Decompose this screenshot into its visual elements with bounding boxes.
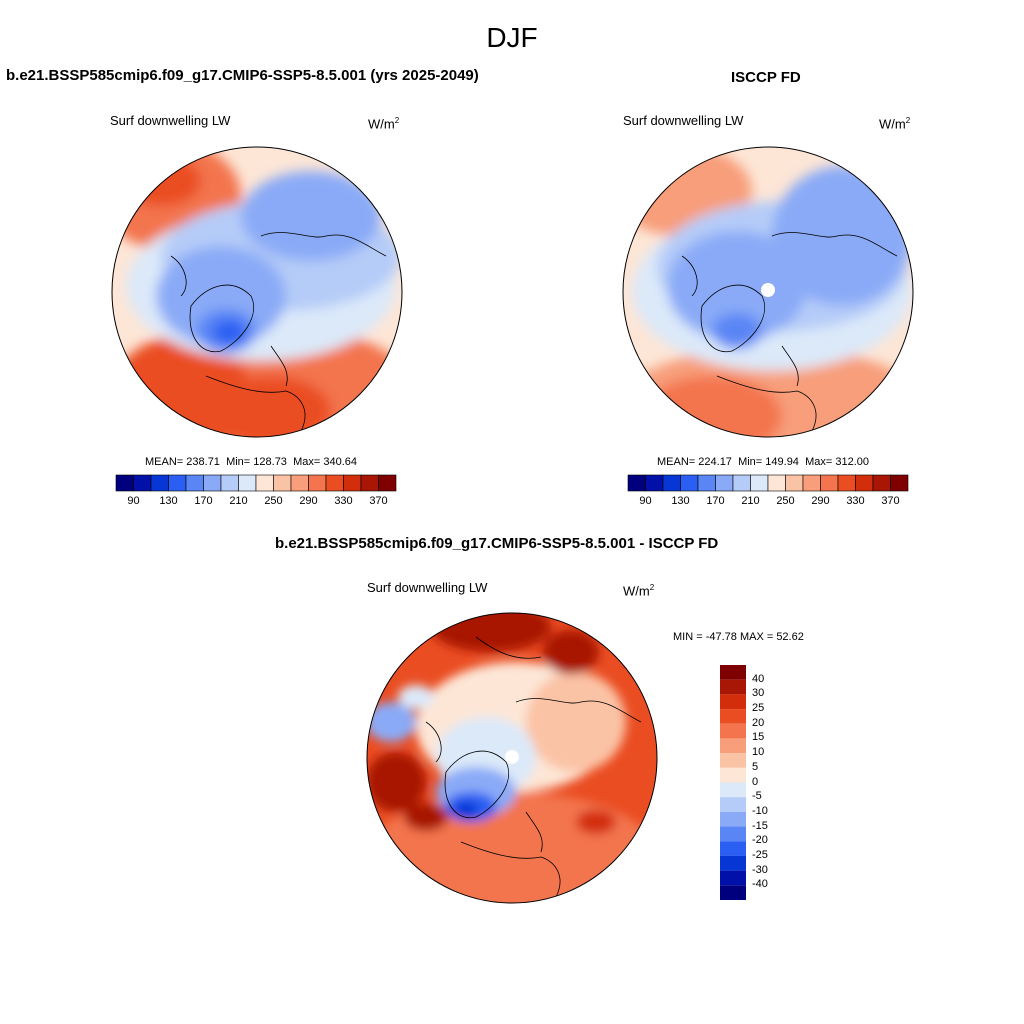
colorbar-tick-label: -15 [752,819,768,832]
colorbar-swatch [732,474,751,492]
colorbar-swatch [720,753,746,768]
colorbar-tick-label: -30 [752,863,768,876]
obs-stats: MEAN= 224.17 Min= 149.94 Max= 312.00 [657,456,869,468]
colorbar-swatch [720,811,746,827]
colorbar-swatch [720,709,746,724]
colorbar-tick-label: 370 [369,495,388,507]
colorbar-swatch [720,855,746,871]
colorbar-swatch [720,885,746,900]
main-title: DJF [486,22,538,53]
model-polar-map [111,146,403,438]
colorbar-swatch [855,474,874,492]
colorbar-swatch [680,474,699,492]
colorbar-swatch [220,474,239,492]
colorbar-tick-label: 40 [752,672,765,685]
colorbar-swatch [645,474,664,492]
colorbar-swatch [360,474,379,492]
colorbar-tick-label: 30 [752,687,765,700]
colorbar-swatch [662,474,681,492]
model-stats: MEAN= 238.71 Min= 128.73 Max= 340.64 [145,456,357,468]
colorbar-tick-label: -40 [752,878,768,891]
colorbar-swatch [378,474,397,492]
colorbar-swatch [720,679,746,695]
colorbar-swatch [720,738,746,754]
colorbar-tick-label: 330 [846,495,865,507]
colorbar-tick-label: 210 [229,495,248,507]
diff-panel-title: b.e21.BSSP585cmip6.f09_g17.CMIP6-SSP5-8.… [275,535,719,552]
model-colorbar [115,474,397,492]
model-units-label: W/m2 [368,116,400,132]
colorbar-tick-label: 170 [706,495,725,507]
colorbar-swatch [203,474,222,492]
colorbar-tick-label: 15 [752,731,765,744]
colorbar-swatch [697,474,716,492]
colorbar-swatch [720,665,746,680]
colorbar-tick-label: -5 [752,790,762,803]
colorbar-swatch [837,474,856,492]
colorbar-tick-label: 290 [811,495,830,507]
diff-variable-label: Surf downwelling LW [367,580,488,595]
colorbar-swatch [715,474,734,492]
colorbar-tick-label: 250 [264,495,283,507]
colorbar-tick-label: 5 [752,760,759,773]
colorbar-tick-label: 0 [752,775,759,788]
colorbar-swatch [720,841,746,856]
colorbar-tick-label: 90 [639,495,652,507]
colorbar-swatch [720,767,746,783]
diff-units-label: W/m2 [623,583,655,599]
colorbar-tick-label: 250 [776,495,795,507]
colorbar-swatch [720,782,746,798]
colorbar-tick-label: -20 [752,834,768,847]
diff-polar-map [366,612,658,904]
colorbar-tick-label: 20 [752,716,765,729]
obs-units-label: W/m2 [879,116,911,132]
colorbar-swatch [720,870,746,886]
diff-colorbar [720,665,746,900]
colorbar-tick-label: 210 [741,495,760,507]
colorbar-tick-label: 130 [671,495,690,507]
colorbar-swatch [785,474,804,492]
colorbar-swatch [750,474,769,492]
colorbar-swatch [115,474,134,492]
obs-polar-map [622,146,914,438]
colorbar-tick-label: 170 [194,495,213,507]
colorbar-swatch [273,474,292,492]
obs-variable-label: Surf downwelling LW [623,113,744,128]
obs-panel-title: ISCCP FD [731,69,801,86]
colorbar-tick-label: 10 [752,746,765,759]
colorbar-tick-label: 90 [127,495,140,507]
colorbar-tick-label: 370 [881,495,900,507]
colorbar-swatch [308,474,327,492]
colorbar-swatch [627,474,646,492]
colorbar-swatch [238,474,257,492]
colorbar-swatch [290,474,309,492]
model-variable-label: Surf downwelling LW [110,113,231,128]
colorbar-tick-label: -25 [752,848,768,861]
obs-colorbar [627,474,909,492]
colorbar-tick-label: -10 [752,804,768,817]
colorbar-swatch [872,474,891,492]
colorbar-swatch [133,474,152,492]
colorbar-swatch [343,474,362,492]
colorbar-swatch [185,474,204,492]
colorbar-swatch [767,474,786,492]
colorbar-swatch [720,826,746,842]
colorbar-swatch [168,474,187,492]
diff-range-label: MIN = -47.78 MAX = 52.62 [673,631,804,643]
colorbar-tick-label: 130 [159,495,178,507]
colorbar-swatch [720,797,746,812]
colorbar-tick-label: 25 [752,702,765,715]
colorbar-swatch [255,474,274,492]
colorbar-swatch [802,474,821,492]
colorbar-swatch [325,474,344,492]
colorbar-swatch [720,723,746,739]
colorbar-swatch [150,474,169,492]
colorbar-tick-label: 330 [334,495,353,507]
colorbar-swatch [820,474,839,492]
colorbar-tick-label: 290 [299,495,318,507]
colorbar-swatch [890,474,909,492]
model-panel-title: b.e21.BSSP585cmip6.f09_g17.CMIP6-SSP5-8.… [6,67,479,84]
colorbar-swatch [720,694,746,710]
